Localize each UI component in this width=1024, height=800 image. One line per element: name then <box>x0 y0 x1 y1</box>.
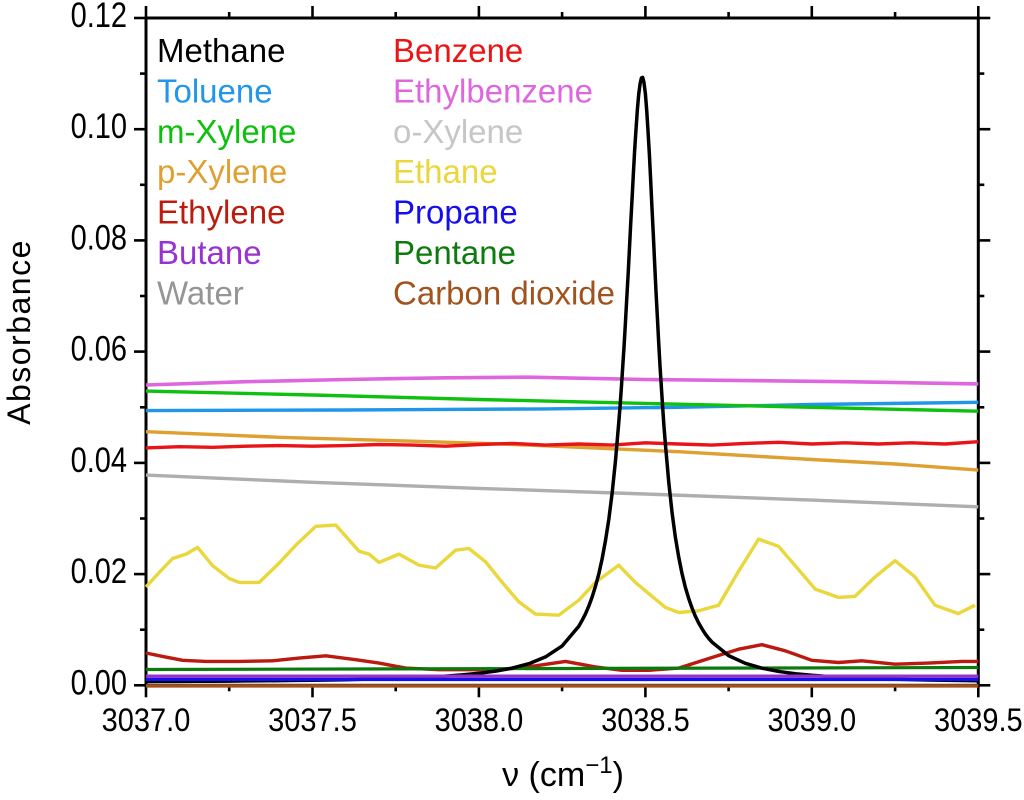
svg-text:Ethylbenzene: Ethylbenzene <box>393 72 593 109</box>
svg-text:0.02: 0.02 <box>71 552 127 591</box>
svg-text:Water: Water <box>157 274 244 311</box>
svg-text:3037.0: 3037.0 <box>102 701 191 738</box>
svg-text:Carbon dioxide: Carbon dioxide <box>393 274 615 311</box>
svg-text:Methane: Methane <box>157 32 285 69</box>
svg-text:0.08: 0.08 <box>71 218 127 257</box>
svg-text:0.04: 0.04 <box>71 440 127 479</box>
svg-text:p-Xylene: p-Xylene <box>157 153 287 190</box>
svg-text:3037.5: 3037.5 <box>268 701 357 738</box>
svg-text:3039.0: 3039.0 <box>767 701 856 738</box>
svg-text:Toluene: Toluene <box>157 72 273 109</box>
svg-text:o-Xylene: o-Xylene <box>393 113 523 150</box>
svg-text:Ethylene: Ethylene <box>157 194 285 231</box>
svg-text:Propane: Propane <box>393 194 518 231</box>
svg-text:Absorbance: Absorbance <box>1 239 37 425</box>
svg-text:Benzene: Benzene <box>393 32 523 69</box>
svg-text:m-Xylene: m-Xylene <box>157 113 296 150</box>
svg-text:0.10: 0.10 <box>71 107 127 146</box>
svg-text:Pentane: Pentane <box>393 234 516 271</box>
svg-text:3039.5: 3039.5 <box>934 701 1023 738</box>
svg-text:0.12: 0.12 <box>71 0 127 35</box>
svg-text:3038.0: 3038.0 <box>435 701 524 738</box>
svg-text:Ethane: Ethane <box>393 153 498 190</box>
svg-text:0.06: 0.06 <box>71 329 127 368</box>
svg-text:Butane: Butane <box>157 234 262 271</box>
svg-text:0.00: 0.00 <box>71 663 127 702</box>
svg-text:3038.5: 3038.5 <box>601 701 690 738</box>
